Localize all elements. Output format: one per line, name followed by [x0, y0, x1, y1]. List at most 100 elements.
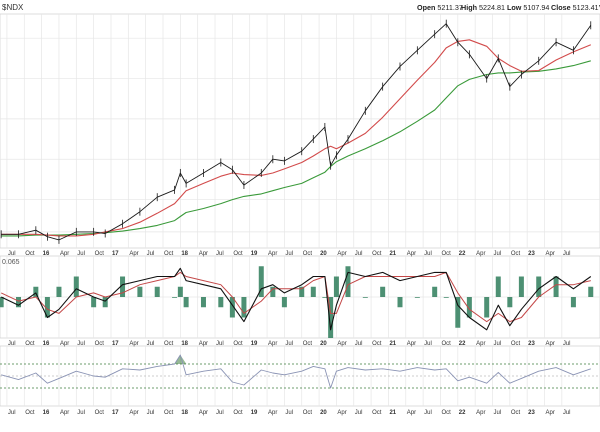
x-tick-label: Oct [441, 341, 451, 347]
x-axis: Jul Oct 16 Apr Jul Oct 17 Apr Jul Oct 18 Apr Jul Oct 1… [8, 251, 571, 416]
x-tick-label: Apr [337, 410, 346, 416]
x-tick-label: Oct [164, 410, 174, 416]
x-tick-label: Oct [25, 341, 35, 347]
x-tick-label: 19 [251, 251, 258, 257]
macd-histogram-bar [200, 297, 206, 308]
x-tick-label: Jul [77, 251, 85, 257]
x-tick-label: Jul [147, 251, 155, 257]
stat-open: Open 5211.37 [417, 3, 463, 12]
x-tick-label: Jul [285, 341, 293, 347]
x-tick-label: Oct [441, 410, 451, 416]
x-tick-label: Jul [147, 341, 155, 347]
macd-histogram-bar [518, 276, 524, 297]
stat-high: High 5224.81 [461, 3, 505, 12]
x-tick-label: Jul [77, 341, 85, 347]
macd-histogram-bar [33, 286, 39, 297]
x-tick-label: Apr [60, 410, 69, 416]
macd-histogram-bar [455, 297, 461, 328]
x-tick-label: 23 [528, 410, 535, 416]
x-tick-label: 23 [528, 251, 535, 257]
macd-histogram-bar [15, 297, 21, 308]
macd-histogram-bar [432, 286, 438, 297]
x-tick-label: 16 [43, 251, 50, 257]
x-tick-label: Apr [546, 251, 555, 257]
x-tick-label: Jul [77, 410, 85, 416]
macd-histogram-bar [91, 297, 97, 308]
macd-histogram-bar [281, 297, 287, 308]
macd-histogram-bar [73, 276, 79, 297]
macd-histogram-bar [310, 286, 316, 297]
macd-histogram-bar [241, 297, 247, 318]
x-tick-label: 17 [112, 410, 119, 416]
x-tick-label: 16 [43, 341, 50, 347]
x-tick-label: Oct [25, 410, 35, 416]
x-tick-label: Jul [8, 341, 16, 347]
x-tick-label: 17 [112, 341, 119, 347]
macd-histogram-bar [536, 276, 542, 297]
x-tick-label: 20 [320, 410, 327, 416]
x-tick-label: Jul [493, 410, 501, 416]
macd-histogram-bar [443, 297, 449, 298]
x-tick-label: Apr [60, 251, 69, 257]
x-tick-label: Oct [511, 251, 521, 257]
x-tick-label: Apr [199, 251, 208, 257]
x-tick-label: 21 [389, 341, 396, 347]
x-tick-label: 20 [320, 251, 327, 257]
x-tick-label: Apr [268, 410, 277, 416]
x-tick-label: Oct [372, 341, 382, 347]
x-tick-label: Apr [268, 251, 277, 257]
x-tick-label: Jul [216, 341, 224, 347]
macd-panel: 0.065 [0, 255, 600, 339]
macd-histogram-bar [0, 297, 4, 308]
macd-histogram-bar [507, 297, 513, 308]
x-tick-label: Jul [424, 410, 432, 416]
macd-histogram-bar [102, 297, 108, 308]
macd-histogram-bar [328, 297, 334, 338]
macd-histogram-bar [333, 276, 339, 297]
x-tick-label: Apr [129, 251, 138, 257]
macd-histogram-bar [345, 266, 351, 297]
macd-histogram-bar [380, 286, 386, 297]
macd-histogram-bar [397, 297, 403, 308]
x-tick-label: 18 [181, 251, 188, 257]
x-tick-label: Oct [303, 410, 313, 416]
x-tick-label: 21 [389, 251, 396, 257]
x-tick-label: Apr [60, 341, 69, 347]
macd-histogram-bar [484, 297, 490, 318]
symbol-label: $NDX [2, 3, 24, 12]
x-tick-label: Apr [268, 341, 277, 347]
x-tick-label: Jul [355, 341, 363, 347]
x-tick-label: Oct [95, 251, 105, 257]
x-tick-label: Oct [233, 410, 243, 416]
x-tick-label: Apr [129, 341, 138, 347]
x-tick-label: Apr [337, 341, 346, 347]
macd-histogram-bar [322, 297, 328, 298]
x-tick-label: 23 [528, 341, 535, 347]
x-tick-label: Apr [129, 410, 138, 416]
x-tick-label: Jul [355, 251, 363, 257]
macd-histogram-bar [588, 286, 594, 297]
x-tick-label: Jul [8, 251, 16, 257]
x-tick-label: 20 [320, 341, 327, 347]
x-tick-label: Jul [424, 251, 432, 257]
x-tick-label: Oct [164, 251, 174, 257]
x-tick-label: Apr [337, 251, 346, 257]
x-tick-label: Oct [372, 410, 382, 416]
macd-histogram-bar [299, 286, 305, 297]
macd-histogram-bar [570, 297, 576, 308]
x-tick-label: Apr [476, 251, 485, 257]
x-tick-label: Apr [476, 410, 485, 416]
x-tick-label: Oct [164, 341, 174, 347]
x-tick-label: 19 [251, 341, 258, 347]
stat-close: Close 5123.41 [551, 3, 599, 12]
rsi-line [1, 354, 591, 389]
x-tick-label: Apr [407, 410, 416, 416]
x-tick-label: Oct [511, 410, 521, 416]
macd-histogram-bar [258, 266, 264, 297]
x-tick-label: Apr [546, 410, 555, 416]
x-tick-label: Oct [511, 341, 521, 347]
x-tick-label: Oct [303, 251, 313, 257]
rsi-panel [0, 345, 600, 407]
